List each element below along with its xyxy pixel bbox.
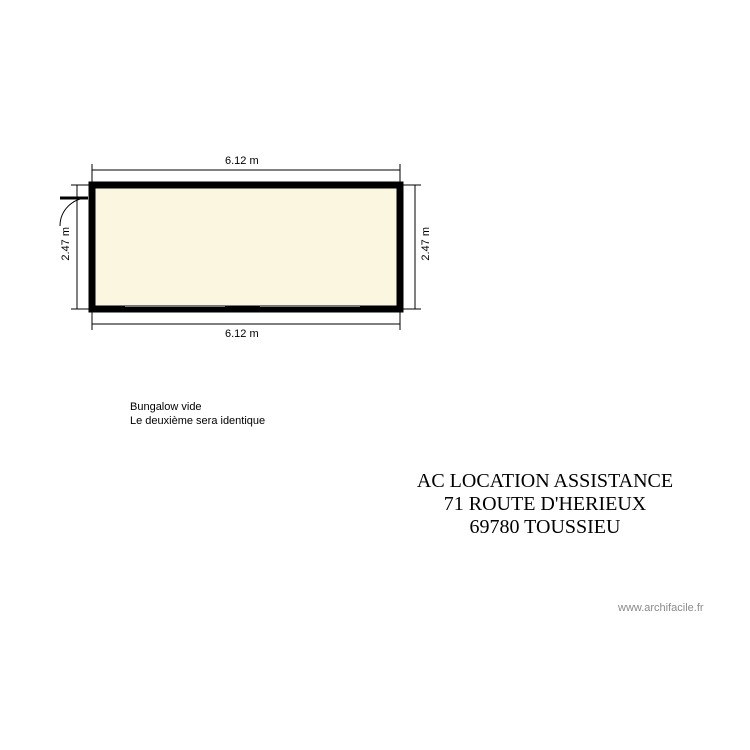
note-line1: Bungalow vide	[130, 400, 265, 414]
dim-top-label: 6.12 m	[225, 155, 259, 167]
dim-right-label: 2.47 m	[420, 227, 432, 261]
watermark: www.archifacile.fr	[618, 602, 704, 614]
room-fill	[92, 185, 400, 309]
plan-svg	[0, 0, 750, 750]
note-line2: Le deuxième sera identique	[130, 414, 265, 428]
door-arc	[60, 198, 88, 226]
dim-bottom-label: 6.12 m	[225, 328, 259, 340]
title-line1: AC LOCATION ASSISTANCE	[395, 470, 695, 493]
title-block: AC LOCATION ASSISTANCE 71 ROUTE D'HERIEU…	[395, 470, 695, 539]
dim-left-label: 2.47 m	[60, 227, 72, 261]
plan-note: Bungalow vide Le deuxième sera identique	[130, 400, 265, 429]
title-line2: 71 ROUTE D'HERIEUX	[395, 493, 695, 516]
floor-plan-canvas: 6.12 m 6.12 m 2.47 m 2.47 m Bungalow vid…	[0, 0, 750, 750]
title-line3: 69780 TOUSSIEU	[395, 516, 695, 539]
